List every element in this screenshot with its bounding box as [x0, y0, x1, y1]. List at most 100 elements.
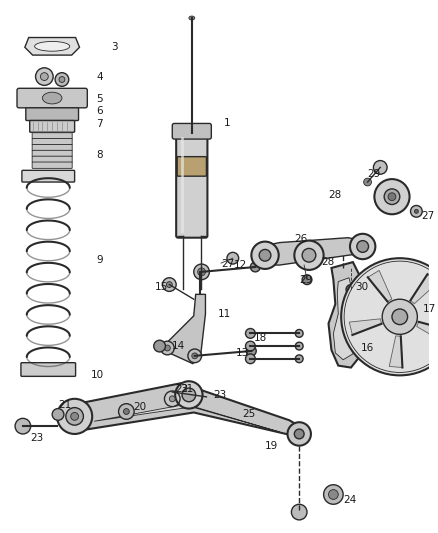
- Text: 7: 7: [96, 119, 103, 130]
- Circle shape: [374, 179, 410, 214]
- Polygon shape: [333, 278, 357, 360]
- Circle shape: [414, 209, 418, 213]
- FancyBboxPatch shape: [32, 162, 72, 168]
- Text: 21: 21: [58, 400, 71, 410]
- Ellipse shape: [189, 16, 195, 20]
- Text: 28: 28: [321, 257, 335, 267]
- Polygon shape: [368, 270, 392, 302]
- Circle shape: [410, 206, 422, 217]
- Polygon shape: [67, 383, 307, 439]
- FancyBboxPatch shape: [21, 362, 76, 376]
- Circle shape: [154, 340, 166, 352]
- Circle shape: [247, 346, 256, 356]
- Circle shape: [246, 341, 255, 351]
- FancyBboxPatch shape: [172, 124, 211, 139]
- FancyBboxPatch shape: [22, 171, 74, 182]
- Text: 19: 19: [265, 441, 278, 451]
- Text: 24: 24: [343, 495, 357, 505]
- Circle shape: [188, 349, 201, 362]
- Polygon shape: [265, 238, 363, 265]
- Circle shape: [246, 354, 255, 364]
- Polygon shape: [410, 274, 438, 304]
- Text: 3: 3: [111, 42, 117, 52]
- Text: 29: 29: [367, 169, 381, 179]
- Circle shape: [192, 353, 198, 359]
- Circle shape: [295, 342, 303, 350]
- Circle shape: [119, 403, 134, 419]
- Circle shape: [324, 484, 343, 504]
- Text: 27: 27: [421, 211, 434, 221]
- Polygon shape: [389, 336, 403, 367]
- Polygon shape: [328, 262, 364, 368]
- FancyBboxPatch shape: [32, 156, 72, 163]
- Circle shape: [295, 329, 303, 337]
- Circle shape: [346, 285, 356, 294]
- Circle shape: [55, 72, 69, 86]
- FancyBboxPatch shape: [17, 88, 87, 108]
- Circle shape: [182, 388, 196, 402]
- Text: 5: 5: [96, 94, 103, 104]
- Text: 30: 30: [355, 282, 368, 293]
- Circle shape: [294, 429, 304, 439]
- Circle shape: [357, 240, 368, 252]
- Circle shape: [52, 409, 64, 421]
- Text: 23: 23: [31, 433, 44, 443]
- Text: 15: 15: [155, 282, 168, 293]
- Circle shape: [246, 328, 255, 338]
- Text: 11: 11: [218, 309, 231, 319]
- Circle shape: [392, 309, 408, 325]
- Circle shape: [161, 341, 174, 355]
- Polygon shape: [94, 405, 280, 432]
- Text: 13: 13: [236, 348, 249, 358]
- FancyBboxPatch shape: [176, 131, 208, 238]
- Circle shape: [170, 396, 175, 402]
- Text: 23: 23: [213, 390, 226, 400]
- Text: 8: 8: [96, 150, 103, 160]
- Circle shape: [382, 299, 417, 334]
- Text: 1: 1: [224, 118, 231, 128]
- Circle shape: [291, 504, 307, 520]
- Circle shape: [251, 262, 260, 272]
- Text: 25: 25: [243, 409, 256, 419]
- Circle shape: [164, 345, 170, 351]
- Circle shape: [194, 264, 209, 280]
- Text: 4: 4: [96, 71, 103, 82]
- Circle shape: [124, 409, 129, 415]
- Circle shape: [59, 77, 65, 83]
- FancyBboxPatch shape: [32, 139, 72, 145]
- Polygon shape: [349, 319, 381, 335]
- Ellipse shape: [42, 92, 62, 104]
- Circle shape: [71, 413, 78, 421]
- Circle shape: [295, 355, 303, 362]
- Circle shape: [15, 418, 31, 434]
- FancyBboxPatch shape: [177, 157, 206, 176]
- Text: 14: 14: [172, 341, 186, 351]
- Text: 28: 28: [328, 190, 342, 200]
- Circle shape: [227, 252, 239, 264]
- Polygon shape: [417, 322, 438, 342]
- Circle shape: [328, 490, 338, 499]
- FancyBboxPatch shape: [30, 120, 74, 132]
- FancyBboxPatch shape: [32, 144, 72, 151]
- FancyBboxPatch shape: [26, 108, 78, 120]
- Polygon shape: [163, 294, 205, 364]
- Text: 29: 29: [299, 274, 312, 285]
- Text: 9: 9: [96, 255, 103, 265]
- Circle shape: [350, 234, 375, 259]
- Circle shape: [302, 248, 316, 262]
- Circle shape: [162, 278, 176, 292]
- Circle shape: [251, 241, 279, 269]
- Circle shape: [341, 258, 438, 375]
- Text: 18: 18: [253, 333, 267, 343]
- Circle shape: [374, 160, 387, 174]
- Circle shape: [35, 68, 53, 85]
- Text: 27: 27: [221, 259, 234, 269]
- FancyBboxPatch shape: [32, 150, 72, 157]
- Text: 6: 6: [96, 106, 103, 116]
- Text: 22: 22: [175, 384, 188, 394]
- Circle shape: [66, 408, 83, 425]
- Circle shape: [364, 178, 371, 186]
- Ellipse shape: [35, 42, 70, 51]
- Text: 31: 31: [180, 384, 193, 394]
- Polygon shape: [25, 37, 80, 55]
